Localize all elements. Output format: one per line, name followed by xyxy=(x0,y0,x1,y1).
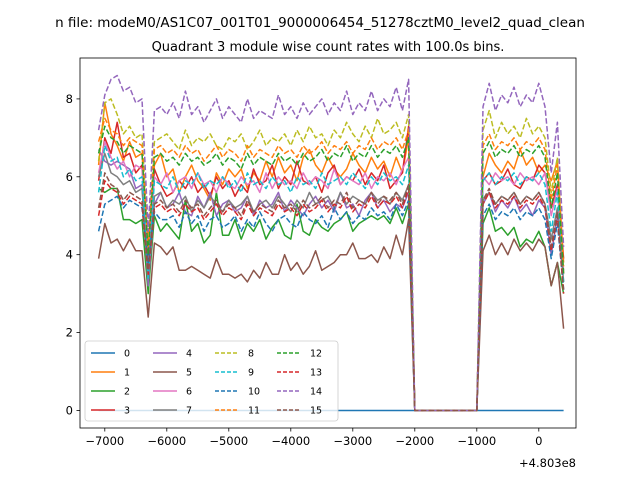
x-tick-label: −5000 xyxy=(209,434,248,448)
legend-label-15: 15 xyxy=(310,406,322,417)
series-line-1 xyxy=(97,102,565,412)
x-offset-label: +4.803e8 xyxy=(519,456,576,470)
x-tick-label: 0 xyxy=(535,434,542,448)
legend-label-5: 5 xyxy=(186,368,192,379)
series-line-12 xyxy=(97,125,565,412)
legend-label-13: 13 xyxy=(310,368,322,379)
axes-frame xyxy=(79,57,577,429)
figure-suptitle: n file: modeM0/AS1C07_001T01_9000006454_… xyxy=(55,15,585,31)
chart-title: Quadrant 3 module wise count rates with … xyxy=(152,40,505,55)
legend-frame xyxy=(84,340,339,422)
legend-label-2: 2 xyxy=(124,387,130,398)
x-tick-label: −6000 xyxy=(147,434,186,448)
legend-label-14: 14 xyxy=(310,387,322,398)
x-tick-label: −2000 xyxy=(395,434,434,448)
series-line-8 xyxy=(97,98,565,412)
plot-area: −7000 −6000 −5000 −4000 −3000 −2000 −1000 0 0 2 4 6… xyxy=(66,57,577,448)
series-line-11 xyxy=(97,117,565,412)
legend-label-4: 4 xyxy=(186,349,192,360)
y-tick-label: 0 xyxy=(66,403,73,417)
legend-label-7: 7 xyxy=(186,406,192,417)
legend-label-1: 1 xyxy=(124,368,130,379)
series-line-9 xyxy=(97,144,565,412)
series-line-10 xyxy=(97,195,565,412)
series-line-5 xyxy=(97,218,565,412)
legend-label-9: 9 xyxy=(248,368,254,379)
series-line-2 xyxy=(98,187,565,412)
y-tick-label: 2 xyxy=(66,326,73,340)
series-line-14 xyxy=(97,74,565,412)
legend-label-10: 10 xyxy=(248,387,260,398)
series-line-15 xyxy=(97,172,565,412)
legend-label-11: 11 xyxy=(248,406,260,417)
legend-label-6: 6 xyxy=(186,387,192,398)
x-tick-label: −3000 xyxy=(333,434,372,448)
legend-label-3: 3 xyxy=(124,406,130,417)
x-tick-label: −1000 xyxy=(457,434,496,448)
x-tick-label: −4000 xyxy=(271,434,310,448)
y-tick-label: 8 xyxy=(66,92,73,106)
legend-label-12: 12 xyxy=(310,349,322,360)
series-lines xyxy=(97,74,565,412)
x-tick-label: −7000 xyxy=(85,434,124,448)
series-line-13 xyxy=(97,179,565,412)
legend-label-8: 8 xyxy=(248,349,254,360)
series-line-7 xyxy=(97,152,565,412)
legend-label-0: 0 xyxy=(124,349,130,360)
y-tick-label: 4 xyxy=(66,248,73,262)
y-tick-label: 6 xyxy=(66,170,73,184)
